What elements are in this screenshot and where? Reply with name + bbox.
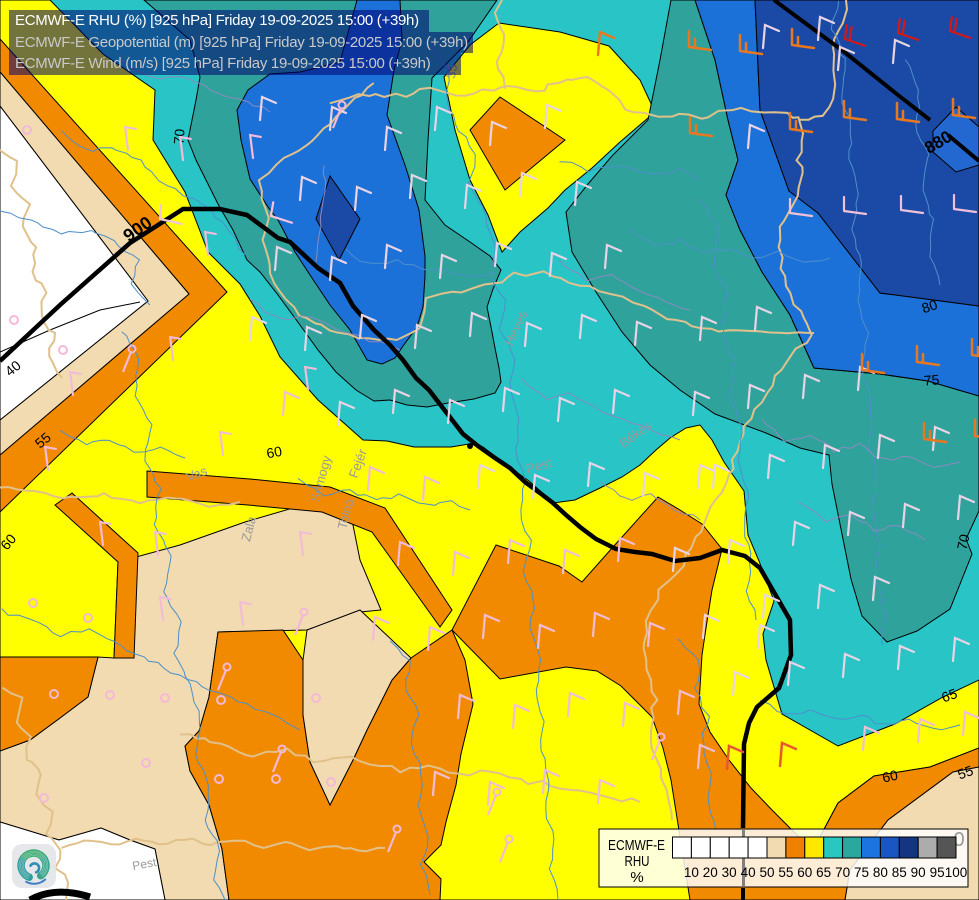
svg-text:40: 40 [741,865,756,880]
svg-text:80: 80 [920,296,940,316]
svg-text:90: 90 [911,865,926,880]
svg-text:Pest: Pest [131,855,158,873]
svg-text:RHU: RHU [625,853,650,870]
svg-text:55: 55 [778,865,793,880]
svg-text:0: 0 [953,829,964,851]
svg-text:70: 70 [954,532,973,551]
svg-text:10: 10 [684,865,699,880]
svg-text:65: 65 [939,685,959,705]
svg-text:30: 30 [722,865,737,880]
svg-text:75: 75 [923,371,940,388]
svg-text:60: 60 [797,865,812,880]
svg-text:70: 70 [835,865,850,880]
svg-text:20: 20 [703,865,718,880]
svg-text:Zala: Zala [238,514,259,543]
svg-text:Pest: Pest [524,455,553,476]
svg-text:ECMWF-E: ECMWF-E [608,837,665,854]
svg-text:Vas: Vas [184,463,210,485]
svg-text:60: 60 [265,443,283,461]
svg-text:65: 65 [816,865,831,880]
svg-text:55: 55 [955,762,975,782]
svg-text:%: % [630,869,643,886]
svg-text:75: 75 [854,865,869,880]
svg-text:50: 50 [759,865,774,880]
svg-text:80: 80 [873,865,888,880]
svg-text:60: 60 [881,767,900,786]
svg-text:100: 100 [945,865,968,880]
svg-text:95: 95 [930,865,945,880]
svg-text:85: 85 [892,865,907,880]
